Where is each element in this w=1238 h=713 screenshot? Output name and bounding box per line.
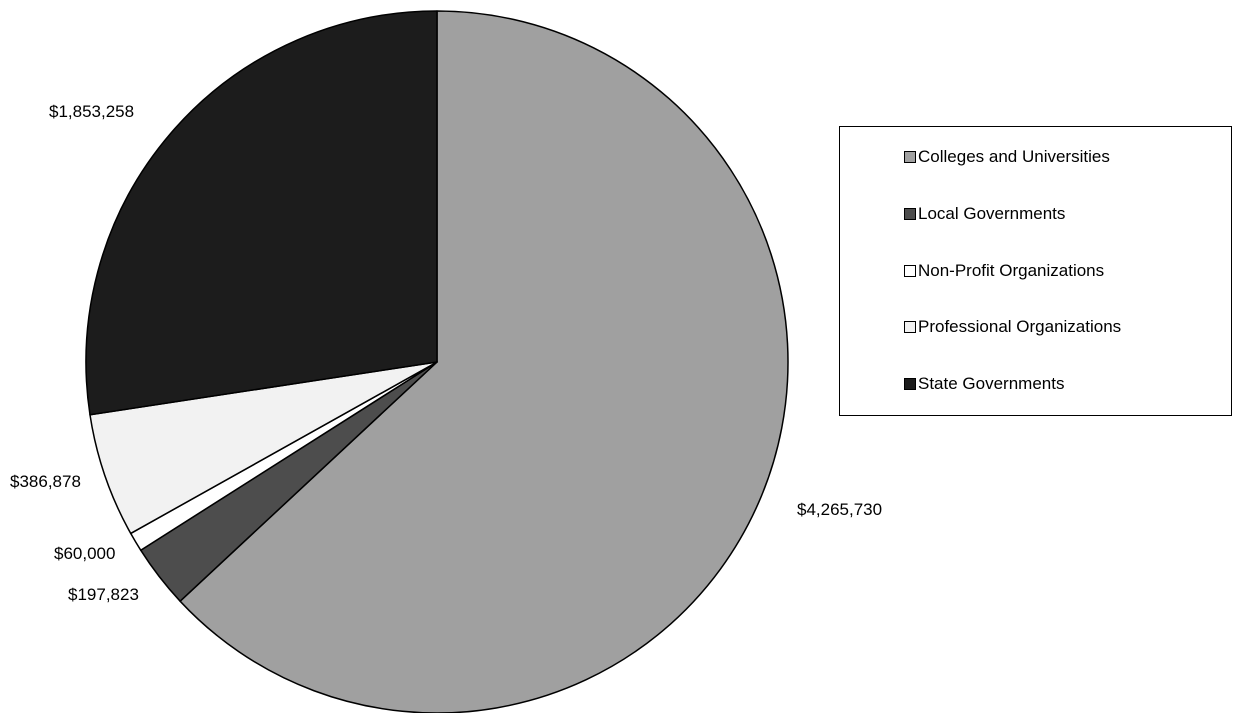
pie-slice-state-governments xyxy=(85,10,438,416)
pie-slices xyxy=(85,10,789,713)
legend-swatch-professional xyxy=(904,321,916,333)
legend-item-professional: Professional Organizations xyxy=(904,316,1121,338)
legend-item-state-governments: State Governments xyxy=(904,373,1064,395)
legend-swatch-state-governments xyxy=(904,378,916,390)
legend-label-professional: Professional Organizations xyxy=(918,317,1122,336)
legend-label-state-governments: State Governments xyxy=(918,374,1065,393)
legend-item-local-governments: Local Governments xyxy=(904,203,1065,225)
legend-item-colleges: Colleges and Universities xyxy=(904,146,1110,168)
legend-label-non-profit: Non-Profit Organizations xyxy=(918,261,1105,280)
pie-data-labels: $4,265,730 $197,823 $60,000 $386,878 $1,853,… xyxy=(10,102,882,604)
data-label-professional: $386,878 xyxy=(10,472,81,491)
legend-swatch-colleges xyxy=(904,151,916,163)
data-label-non-profit: $60,000 xyxy=(54,544,115,563)
legend-swatch-local-governments xyxy=(904,208,916,220)
legend-label-local-governments: Local Governments xyxy=(918,204,1066,223)
legend-item-non-profit: Non-Profit Organizations xyxy=(904,260,1104,282)
legend-label-colleges: Colleges and Universities xyxy=(918,147,1110,166)
chart-legend: Colleges and Universities Local Governme… xyxy=(839,126,1232,416)
pie-slice-professional xyxy=(89,361,438,535)
data-label-local-governments: $197,823 xyxy=(68,585,139,604)
data-label-state-governments: $1,853,258 xyxy=(49,102,134,121)
legend-swatch-non-profit xyxy=(904,265,916,277)
pie-slice-colleges xyxy=(179,10,789,713)
data-label-colleges: $4,265,730 xyxy=(797,500,882,519)
